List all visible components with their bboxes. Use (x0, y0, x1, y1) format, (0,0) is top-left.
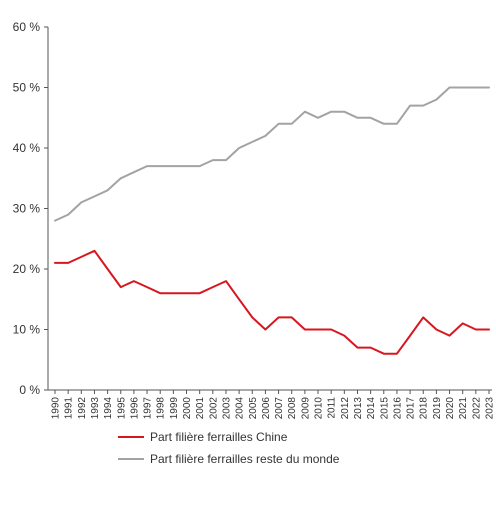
legend-label-reste-du-monde: Part filière ferrailles reste du monde (150, 452, 340, 466)
y-tick-label: 40 % (13, 141, 41, 155)
x-tick-label: 1993 (90, 397, 101, 420)
x-tick-label: 2014 (366, 397, 377, 420)
x-tick-label: 2004 (235, 397, 246, 420)
x-tick-label: 1999 (169, 397, 180, 420)
y-tick-label: 10 % (13, 323, 41, 337)
x-tick-label: 2007 (274, 397, 285, 420)
x-tick-label: 2008 (287, 397, 298, 420)
x-tick-label: 2013 (353, 397, 364, 420)
legend-item-chine: Part filière ferrailles Chine (118, 426, 339, 448)
x-tick-label: 1995 (116, 397, 127, 420)
x-tick-label: 1992 (77, 397, 88, 420)
x-tick-label: 2015 (379, 397, 390, 420)
y-tick-label: 50 % (13, 81, 41, 95)
x-tick-label: 2009 (300, 397, 311, 420)
x-tick-label: 2020 (445, 397, 456, 420)
legend-swatch-chine (118, 436, 144, 438)
legend-item-reste-du-monde: Part filière ferrailles reste du monde (118, 448, 339, 470)
legend-swatch-reste-du-monde (118, 458, 144, 460)
x-tick-label: 2000 (182, 397, 193, 420)
x-tick-label: 2003 (221, 397, 232, 420)
x-tick-label: 1994 (103, 397, 114, 420)
x-tick-label: 2022 (471, 397, 482, 420)
y-tick-label: 20 % (13, 262, 41, 276)
x-tick-label: 2010 (314, 397, 325, 420)
series-line-chine (54, 249, 490, 355)
x-tick-label: 1997 (143, 397, 154, 420)
legend-label-chine: Part filière ferrailles Chine (150, 430, 288, 444)
x-tick-label: 2019 (432, 397, 443, 420)
y-tick-label: 0 % (19, 383, 40, 397)
x-tick-label: 1996 (129, 397, 140, 420)
y-tick-label: 60 % (13, 20, 41, 34)
series-line-reste-du-monde (54, 86, 490, 222)
x-tick-label: 1991 (64, 397, 75, 420)
y-tick-label: 30 % (13, 202, 41, 216)
x-tick-label: 2006 (261, 397, 272, 420)
x-tick-label: 2002 (208, 397, 219, 420)
x-tick-label: 2005 (248, 397, 259, 420)
x-tick-label: 1990 (51, 397, 62, 420)
x-tick-label: 2017 (406, 397, 417, 420)
x-tick-label: 2012 (340, 397, 351, 420)
x-tick-label: 2011 (327, 397, 338, 419)
x-tick-label: 2021 (458, 397, 469, 420)
x-tick-label: 2018 (419, 397, 430, 420)
x-tick-label: 1998 (156, 397, 167, 420)
x-tick-label: 2016 (392, 397, 403, 420)
x-tick-label: 2001 (195, 397, 206, 420)
legend: Part filière ferrailles Chine Part filiè… (118, 426, 339, 470)
x-tick-label: 2023 (485, 397, 496, 420)
